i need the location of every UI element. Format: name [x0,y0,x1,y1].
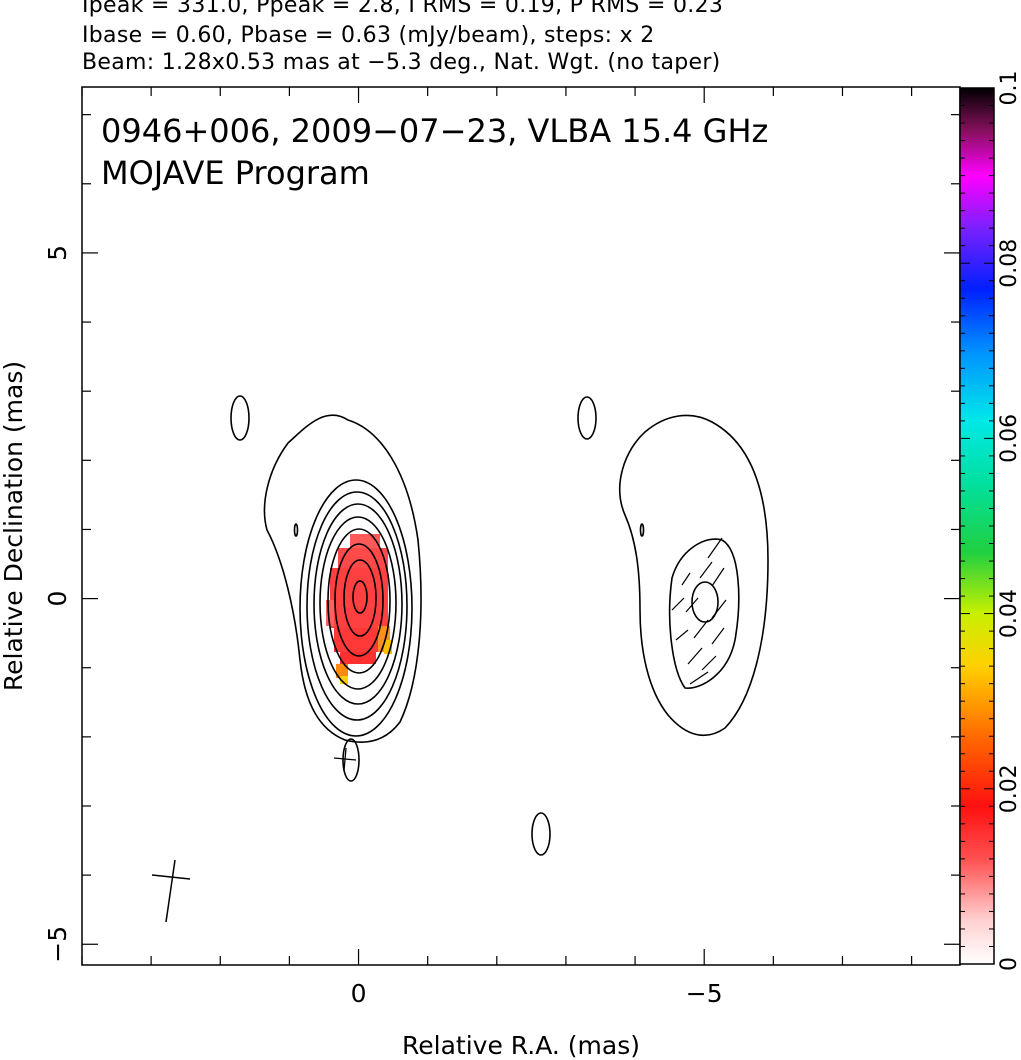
polarization-vectors [671,537,727,685]
header-line-3: Beam: 1.28x0.53 mas at −5.3 deg., Nat. W… [82,50,721,75]
x-tick-label: 0 [351,979,367,1008]
plot-frame [81,86,961,966]
beam-symbol [151,859,191,923]
colorbar-tick-label: 0.1 [997,71,1021,106]
colorbar-tick-label: 0.06 [997,414,1021,463]
x-axis-label: Relative R.A. (mas) [402,1031,640,1060]
y-tick-label: −5 [43,926,72,963]
header-line-2: Ibase = 0.60, Pbase = 0.63 (mJy/beam), s… [82,23,655,48]
colorbar-tick-label: 0 [997,957,1021,971]
program-annotation: MOJAVE Program [101,154,370,192]
colorbar [959,87,995,965]
source-annotation: 0946+006, 2009−07−23, VLBA 15.4 GHz [101,112,768,150]
polarization-pixels [326,534,392,684]
colorbar-tick-label: 0.02 [997,764,1021,813]
header-line-1: Ipeak = 331.0, Ppeak = 2.8, I RMS = 0.19… [82,0,724,18]
component-cross [333,747,357,772]
colorbar-tick-label: 0.08 [997,239,1021,288]
core-contours [230,395,597,856]
jet-knot-contours [619,414,769,737]
x-tick-label: −5 [686,979,723,1008]
y-tick-label: 5 [43,245,72,261]
y-axis-label: Relative Declination (mas) [0,361,28,691]
colorbar-tick-label: 0.04 [997,589,1021,638]
y-tick-label: 0 [43,591,72,607]
